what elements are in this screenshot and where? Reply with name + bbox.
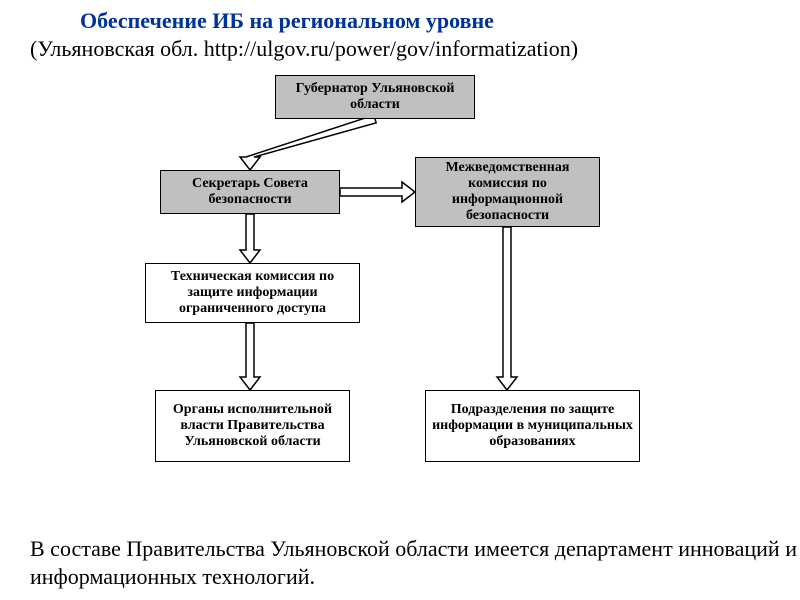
org-flowchart: Губернатор Ульяновской области Секретарь… (120, 75, 690, 525)
arrow-tech-to-exec (240, 323, 260, 390)
node-secretary: Секретарь Совета безопасности (160, 170, 340, 214)
arrow-governor-to-secretary (240, 115, 376, 170)
node-municipal-units: Подразделения по защите информации в мун… (425, 390, 640, 462)
arrow-secretary-to-tech (240, 214, 260, 263)
arrow-secretary-to-commission (340, 182, 415, 202)
page-subtitle: (Ульяновская обл. http://ulgov.ru/power/… (30, 36, 578, 62)
node-commission: Межведомственная комиссия по информацион… (415, 157, 600, 227)
node-tech-commission: Техническая комиссия по защите информаци… (145, 263, 360, 323)
page-title: Обеспечение ИБ на региональном уровне (80, 8, 494, 34)
arrow-commission-to-munic (497, 227, 517, 390)
footer-text: В составе Правительства Ульяновской обла… (30, 535, 800, 590)
node-executive-bodies: Органы исполнительной власти Правительст… (155, 390, 350, 462)
node-governor: Губернатор Ульяновской области (275, 75, 475, 119)
